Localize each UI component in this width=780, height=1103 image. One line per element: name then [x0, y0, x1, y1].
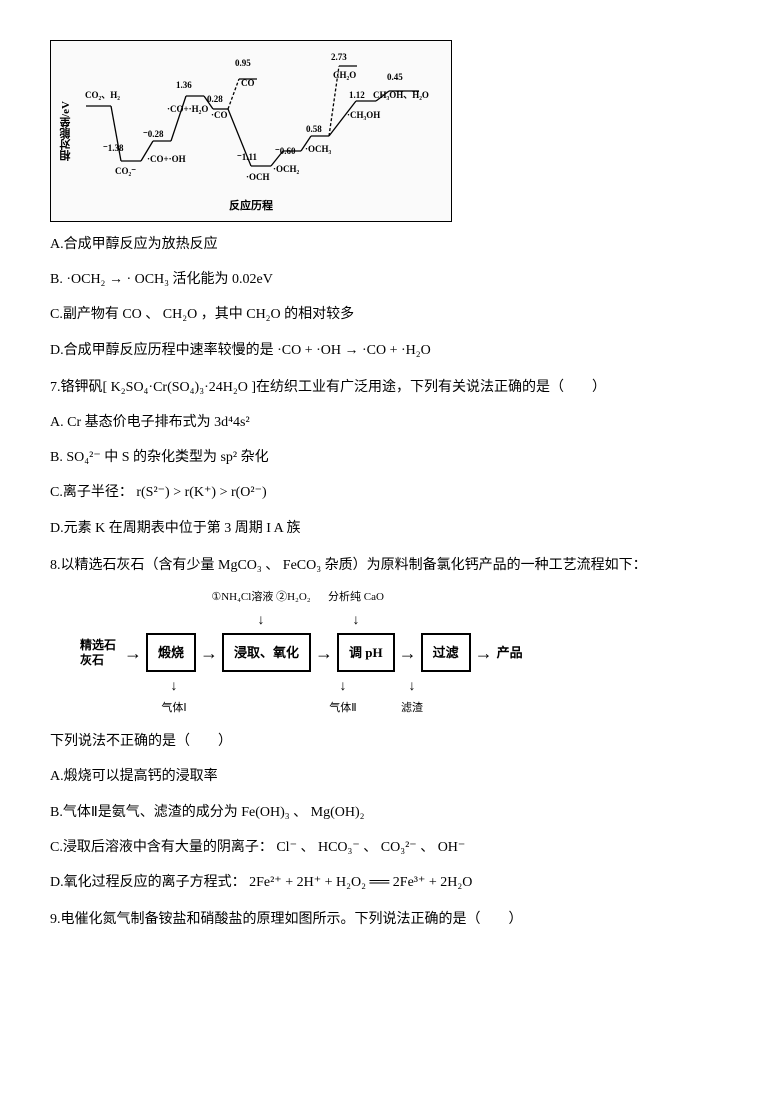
right-arrow-icon: → — [124, 644, 142, 662]
q6-opt-c: C.副产物有 CO 、 CH₂O ，其中 CH₂O 的相对较多 — [50, 302, 730, 327]
flow-bottom1: 气体Ⅰ — [161, 699, 186, 719]
flow-box-calcine: 煅烧 — [146, 633, 196, 672]
down-arrow-icon: ↓ — [353, 608, 360, 633]
q9-stem: 9.电催化氮气制备铵盐和硝酸盐的原理如图所示。下列说法正确的是（ ） — [50, 907, 730, 932]
q7-opt-a: A. Cr 基态价电子排布式为 3d⁴4s² — [50, 410, 730, 435]
lbl-och2: ·OCH₂ — [273, 161, 299, 177]
q8-opt-a: A.煅烧可以提高钙的浸取率 — [50, 764, 730, 789]
process-flowchart: ①NH₄Cl溶液 ②H₂O₂ ↓ 分析纯 CaO ↓ 精选石灰石 → 煅烧 → … — [80, 588, 730, 719]
lbl-coh2o: ·CO+·H₂O — [167, 101, 208, 117]
lbl-058: 0.58 — [306, 121, 322, 137]
lbl-m138: ⁻1.38 — [103, 140, 124, 156]
flow-output: 产品 — [497, 641, 523, 664]
flow-box-leach: 浸取、氧化 — [222, 633, 311, 672]
lbl-136: 1.36 — [176, 77, 192, 93]
flow-bottom3: 滤渣 — [401, 699, 423, 719]
lbl-cooh: ·CO+·OH — [147, 151, 186, 167]
lbl-och: ·OCH — [246, 169, 270, 185]
lbl-ch3oh: ·CH₃OH — [347, 107, 380, 123]
lbl-coradical: ·CO — [211, 107, 228, 123]
flow-input: 精选石灰石 — [80, 638, 120, 667]
q6-opt-a: A.合成甲醇反应为放热反应 — [50, 232, 730, 257]
down-arrow-icon: ↓ — [340, 674, 347, 699]
lbl-m111: ⁻1.11 — [237, 149, 257, 165]
down-arrow-icon: ↓ — [258, 608, 265, 633]
flow-box-ph: 调 pH — [337, 633, 395, 672]
lbl-co2h2: CO₂、H₂ — [85, 87, 120, 103]
lbl-045: 0.45 — [387, 69, 403, 85]
q7-stem: 7.铬钾矾[ K₂SO₄·Cr(SO₄)₃·24H₂O ]在纺织工业有广泛用途，… — [50, 375, 730, 400]
q6-opt-b: B. ·OCH₂ → · OCH₃ 活化能为 0.02eV — [50, 267, 730, 292]
q7-opt-b: B. SO₄²⁻ 中 S 的杂化类型为 sp² 杂化 — [50, 445, 730, 470]
energy-diagram: 相对能垒/eV 反应历程 — [50, 40, 452, 222]
lbl-och3: ·OCH₃ — [305, 141, 331, 157]
q8-opt-b: B.气体Ⅱ是氨气、滤渣的成分为 Fe(OH)₃ 、 Mg(OH)₂ — [50, 800, 730, 825]
right-arrow-icon: → — [200, 644, 218, 662]
right-arrow-icon: → — [475, 644, 493, 662]
q8-opt-d: D.氧化过程反应的离子方程式： 2Fe²⁺ + 2H⁺ + H₂O₂ ══ 2F… — [50, 870, 730, 895]
lbl-112: 1.12 — [349, 87, 365, 103]
lbl-ch2o: CH₂O — [333, 67, 356, 83]
flow-top2: 分析纯 CaO — [328, 588, 384, 608]
down-arrow-icon: ↓ — [171, 674, 178, 699]
lbl-co2m: CO₂⁻ — [115, 163, 136, 179]
down-arrow-icon: ↓ — [409, 674, 416, 699]
q7-opt-c: C.离子半径： r(S²⁻) > r(K⁺) > r(O²⁻) — [50, 480, 730, 505]
diagram-ylabel: 相对能垒/eV — [57, 101, 77, 161]
q8-lead: 下列说法不正确的是（ ） — [50, 729, 730, 754]
lbl-co: CO — [241, 75, 255, 91]
flow-top1: ①NH₄Cl溶液 ②H₂O₂ — [211, 588, 310, 608]
lbl-m060: ⁻0.60 — [275, 143, 296, 159]
q8-opt-c: C.浸取后溶液中含有大量的阴离子： Cl⁻ 、 HCO₃⁻ 、 CO₃²⁻ 、 … — [50, 835, 730, 860]
lbl-273: 2.73 — [331, 49, 347, 65]
flow-box-filter: 过滤 — [421, 633, 471, 672]
lbl-ch3ohh2o: CH₃OH、H₂O — [373, 87, 429, 103]
right-arrow-icon: → — [315, 644, 333, 662]
q6-opt-d: D.合成甲醇反应历程中速率较慢的是 ·CO + ·OH → ·CO + ·H₂O — [50, 338, 730, 363]
flow-bottom2: 气体Ⅱ — [329, 699, 356, 719]
lbl-095: 0.95 — [235, 55, 251, 71]
q7-opt-d: D.元素 K 在周期表中位于第 3 周期 I A 族 — [50, 516, 730, 541]
right-arrow-icon: → — [399, 644, 417, 662]
q8-stem: 8.以精选石灰石（含有少量 MgCO₃ 、 FeCO₃ 杂质）为原料制备氯化钙产… — [50, 553, 730, 578]
lbl-028: 0.28 — [207, 91, 223, 107]
lbl-m028: ⁻0.28 — [143, 126, 164, 142]
